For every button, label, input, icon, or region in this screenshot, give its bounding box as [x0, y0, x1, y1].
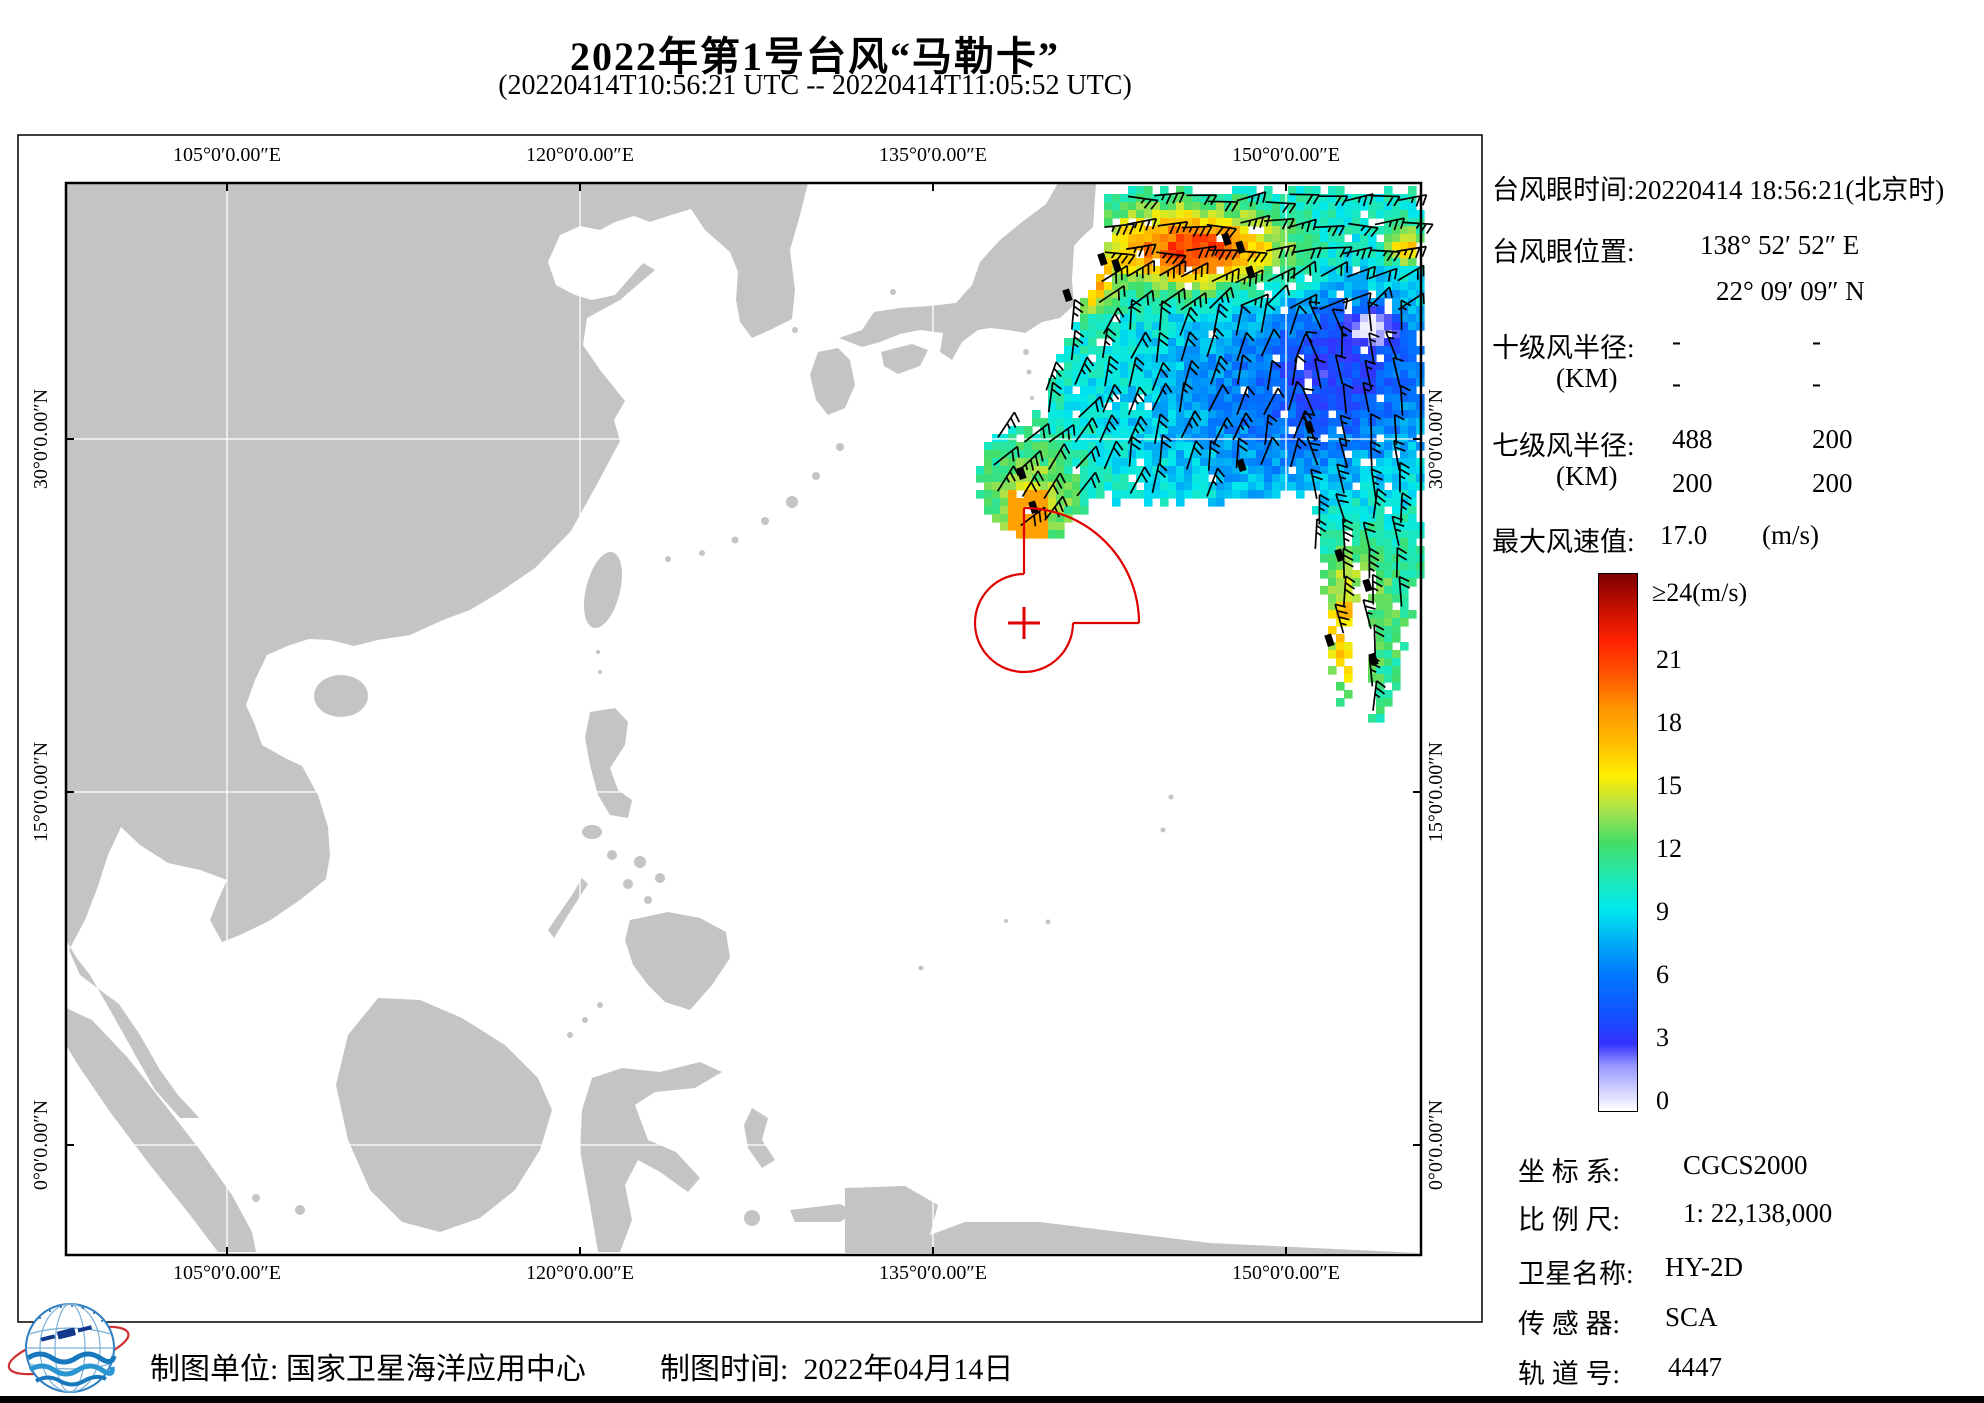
sensor-value: SCA: [1665, 1302, 1718, 1332]
agency-value: 国家卫星海洋应用中心: [285, 1353, 586, 1386]
r7-value-ne: 488: [1672, 424, 1713, 454]
scale-value: 1: 22,138,000: [1683, 1198, 1833, 1228]
wind-speed-swath: [976, 186, 1425, 723]
sensor-label: 传 感 器:: [1518, 1309, 1621, 1339]
eye-position-label: 台风眼位置:: [1492, 237, 1635, 267]
r7-label: 七级风半径:: [1492, 431, 1635, 461]
r10-value-sw: -: [1672, 368, 1681, 398]
rain-flag-marks: [1016, 232, 1379, 667]
land-mindanao: [625, 912, 730, 1010]
agency-label: 制图单位:: [150, 1353, 279, 1386]
page-title: 2022年第1号台风“马勒卡”: [570, 34, 1060, 79]
agency-row: 制图单位: 国家卫星海洋应用中心: [150, 1344, 586, 1388]
land-japan-shikoku: [881, 344, 928, 374]
map-frame: [17, 134, 1483, 1323]
lon-label-bottom-105: 105°0′0.00″E: [173, 1262, 281, 1284]
r10-value-nw: -: [1812, 368, 1821, 398]
land-sulawesi: [580, 1062, 722, 1252]
date-label: 制图时间:: [660, 1353, 789, 1386]
r7-value-nw: 200: [1812, 468, 1853, 498]
crs-value: CGCS2000: [1683, 1150, 1808, 1180]
lat-label-left-30: 30°0′0.00″N: [30, 388, 52, 490]
eye-time-label: 台风眼时间:: [1492, 175, 1635, 205]
max-wind-label: 最大风速值:: [1492, 527, 1635, 557]
orbit-value: 4447: [1668, 1352, 1722, 1382]
eye-time-row: 台风眼时间:20220414 18:56:21(北京时): [1492, 168, 1944, 207]
date-value: 2022年04月14日: [803, 1353, 1014, 1386]
max-wind-value: 17.0: [1660, 520, 1708, 550]
satellite-value: HY-2D: [1665, 1252, 1743, 1282]
colorbar-tick-0: 0: [1656, 1086, 1669, 1115]
page-subtitle: (20220414T10:56:21 UTC -- 20220414T11:05…: [498, 70, 1132, 101]
eye-latitude: 22° 09′ 09″ N: [1716, 276, 1865, 306]
logo-satellite: [40, 1325, 93, 1342]
max-wind-unit: (m/s): [1762, 520, 1819, 550]
logo-ring-text: [39, 1305, 103, 1322]
eye-longitude: 138° 52′ 52″ E: [1700, 230, 1860, 260]
lat-label-left-15: 15°0′0.00″N: [30, 741, 52, 843]
land-halmahera: [744, 1108, 775, 1168]
r10-label: 十级风半径:: [1492, 333, 1635, 363]
land-japan-honshu: [839, 183, 1096, 360]
colorbar-tick-15: 15: [1656, 771, 1682, 800]
land-new-guinea: [845, 1186, 1419, 1253]
lat-label-right-30: 30°0′0.00″N: [1425, 388, 1447, 490]
r10-unit: (KM): [1556, 363, 1618, 393]
r10-value-ne: -: [1672, 326, 1681, 356]
land-sumatra: [66, 1008, 256, 1252]
lon-label-top-120: 120°0′0.00″E: [526, 144, 634, 166]
r7-unit: (KM): [1556, 461, 1618, 491]
colorbar-tick-21: 21: [1656, 645, 1682, 674]
scale-label: 比 例 尺:: [1518, 1205, 1621, 1235]
land-palawan: [548, 878, 588, 938]
crs-label: 坐 标 系:: [1518, 1157, 1621, 1187]
graticule: [67, 184, 1420, 1254]
land-japan-kyushu: [810, 348, 855, 415]
colorbar-tick-12: 12: [1656, 834, 1682, 863]
colorbar-tick-6: 6: [1656, 960, 1669, 989]
satellite-label: 卫星名称:: [1518, 1259, 1634, 1289]
wind-speed-colorbar: [1598, 573, 1638, 1112]
logo-waves: [26, 1351, 117, 1387]
lon-label-top-150: 150°0′0.00″E: [1232, 144, 1340, 166]
eye-time-value: 20220414 18:56:21(北京时): [1634, 175, 1945, 205]
bottom-edge-bar: [0, 1396, 1984, 1403]
r10-value-se: -: [1812, 326, 1821, 356]
orbit-label: 轨 道 号:: [1518, 1359, 1621, 1389]
colorbar-top-label: ≥24(m/s): [1652, 578, 1748, 607]
land-ryukyu-islands: [665, 443, 844, 562]
lat-label-right-15: 15°0′0.00″N: [1425, 741, 1447, 843]
date-row: 制图时间: 2022年04月14日: [660, 1344, 1013, 1388]
land-luzon: [585, 708, 632, 818]
lon-label-top-105: 105°0′0.00″E: [173, 144, 281, 166]
land-pacific-islets: [918, 794, 1174, 971]
land-seram: [790, 1204, 855, 1222]
land-borneo: [336, 998, 552, 1232]
colorbar-tick-18: 18: [1656, 708, 1682, 737]
colorbar-tick-9: 9: [1656, 897, 1669, 926]
wind-barbs: [993, 191, 1434, 711]
lat-label-left-0: 0°0′0.00″N: [30, 1099, 52, 1191]
typhoon-wind-radius-symbol: [973, 506, 1141, 674]
landmasses: [66, 183, 1419, 1253]
land-hainan: [314, 675, 368, 717]
lon-label-bottom-150: 150°0′0.00″E: [1232, 1262, 1340, 1284]
lon-label-bottom-135: 135°0′0.00″E: [879, 1262, 987, 1284]
lat-label-right-0: 0°0′0.00″N: [1425, 1099, 1447, 1191]
r7-value-se: 200: [1812, 424, 1853, 454]
lon-label-top-135: 135°0′0.00″E: [879, 144, 987, 166]
lon-label-bottom-120: 120°0′0.00″E: [526, 1262, 634, 1284]
colorbar-tick-3: 3: [1656, 1023, 1669, 1052]
land-mainland-asia: [66, 183, 808, 1118]
r7-value-sw: 200: [1672, 468, 1713, 498]
agency-logo: [7, 1303, 130, 1393]
land-taiwan: [583, 551, 623, 629]
